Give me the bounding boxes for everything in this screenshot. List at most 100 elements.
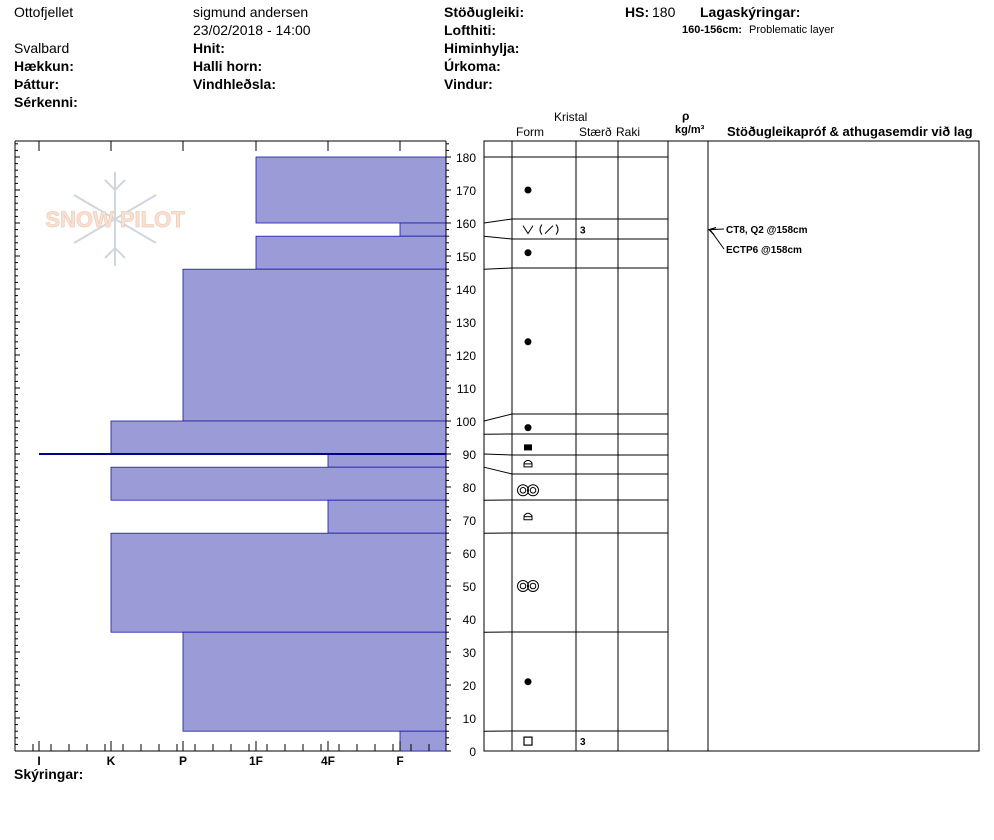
depth-tick-label: 10 xyxy=(463,712,477,726)
layer-notes-label: Lagaskýringar: xyxy=(700,4,801,20)
tests-header: Stöðugleikapróf & athugasemdir við lag xyxy=(727,124,973,139)
depth-tick-label: 170 xyxy=(456,184,476,198)
hardness-bar xyxy=(327,499,447,534)
rounded-grain-symbol xyxy=(524,186,532,194)
depth-tick-label: 80 xyxy=(463,481,477,495)
notes-label: Skýringar: xyxy=(14,766,84,782)
snowflake-icon xyxy=(73,172,157,266)
hardness-bar xyxy=(110,466,447,501)
hs-value: 180 xyxy=(652,4,676,20)
test-arrowhead xyxy=(708,227,717,235)
depth-tick-label: 150 xyxy=(456,250,476,264)
depth-tick-label: 90 xyxy=(463,448,477,462)
depth-tick-label: 40 xyxy=(463,613,477,627)
depth-hoar-symbol xyxy=(522,225,534,235)
melt-form-outer xyxy=(527,484,539,497)
hardness-tick-label: K xyxy=(107,754,116,768)
layer-table xyxy=(483,140,980,752)
features-label: Sérkenni: xyxy=(14,94,78,110)
elevation-label: Hækkun: xyxy=(14,58,74,74)
depth-tick-label: 70 xyxy=(463,514,477,528)
facet-square-symbol xyxy=(523,736,533,746)
hardness-tick-label: P xyxy=(179,754,187,768)
observer: sigmund andersen xyxy=(193,4,309,20)
rounded-grain-symbol xyxy=(524,424,532,432)
location: Ottofjellet xyxy=(14,4,74,20)
size-header: Stærð xyxy=(579,125,612,139)
lens-symbol xyxy=(523,459,533,468)
layer-boundary xyxy=(483,466,668,475)
paren-right xyxy=(555,224,559,235)
stability-label: Stöðugleiki: xyxy=(444,4,525,20)
layer-boundary xyxy=(483,453,668,456)
coords-label: Hnit: xyxy=(193,40,225,56)
hardness-bar xyxy=(255,235,447,270)
layer-boundary xyxy=(483,413,668,422)
hardness-tick-label: 1F xyxy=(249,754,263,768)
hs-label: HS: xyxy=(625,4,650,20)
depth-tick-label: 100 xyxy=(456,415,476,429)
melt-form-outer xyxy=(517,580,529,592)
depth-tick-label: 30 xyxy=(463,646,477,660)
hardness-bar xyxy=(399,222,447,237)
layer-boundary xyxy=(483,267,668,270)
hardness-tick-label: F xyxy=(396,754,403,768)
melt-form-inner xyxy=(529,582,537,590)
logo-text: SNOW PILOT xyxy=(45,207,185,232)
grain-size-label: 3 xyxy=(580,226,586,237)
stability-test-label: CT8, Q2 @158cm xyxy=(726,225,808,236)
hardness-bar xyxy=(182,631,447,732)
melt-form-inner xyxy=(519,582,527,590)
rounded-grain-symbol xyxy=(524,338,532,346)
moisture-header: Raki xyxy=(616,125,641,139)
stability-test-label: ECTP6 @158cm xyxy=(726,245,802,256)
region: Svalbard xyxy=(14,40,70,56)
depth-tick-label: 110 xyxy=(457,382,476,396)
hardness-bar xyxy=(255,156,447,224)
layer-note-text: Problematic layer xyxy=(749,24,834,36)
hardness-bar xyxy=(110,532,447,633)
grain-size-label: 3 xyxy=(580,737,586,748)
density-unit: kg/m³ xyxy=(675,124,705,136)
hardness-bar xyxy=(182,268,447,422)
hardness-bar xyxy=(399,730,447,752)
melt-form-inner xyxy=(519,487,527,494)
datetime: 23/02/2018 - 14:00 xyxy=(193,22,311,38)
facet-slash xyxy=(544,225,554,234)
depth-tick-label: 20 xyxy=(463,679,477,693)
snowpilot-logo: SNOW PILOT xyxy=(45,172,186,266)
slope-label: Halli horn: xyxy=(193,58,263,74)
layer-boundary xyxy=(483,218,668,224)
rho-header: ρ xyxy=(682,109,690,123)
depth-tick-label: 50 xyxy=(463,580,477,594)
depth-tick-label: 0 xyxy=(469,745,476,759)
depth-tick-label: 120 xyxy=(456,349,476,363)
hardness-bar xyxy=(327,453,447,468)
melt-form-outer xyxy=(527,580,539,592)
hardness-tick-label: 4F xyxy=(321,754,335,768)
layer-boundary xyxy=(483,235,668,240)
rounded-grain-symbol xyxy=(524,249,532,257)
solid-square-symbol xyxy=(524,444,532,451)
depth-tick-label: 160 xyxy=(456,217,476,231)
aspect-label: Þáttur: xyxy=(14,76,60,92)
depth-tick-label: 180 xyxy=(456,151,476,165)
depth-tick-label: 140 xyxy=(456,283,476,297)
test-pointer xyxy=(709,228,725,231)
rounded-grain-symbol xyxy=(524,678,532,686)
depth-tick-label: 130 xyxy=(456,316,476,330)
hardness-tick-label: I xyxy=(37,754,40,768)
wind-loading-label: Vindhleðsla: xyxy=(193,76,276,92)
melt-form-inner xyxy=(529,487,537,494)
wind-label: Vindur: xyxy=(444,76,493,92)
paren-left xyxy=(539,224,543,235)
lens-symbol xyxy=(523,512,533,521)
hardness-bar xyxy=(110,420,447,455)
precip-label: Úrkoma: xyxy=(444,58,501,74)
sky-label: Himinhylja: xyxy=(444,40,520,56)
air-temp-label: Lofthiti: xyxy=(444,22,497,38)
melt-form-outer xyxy=(517,484,529,497)
depth-tick-label: 60 xyxy=(463,547,477,561)
layer-note-range: 160-156cm: xyxy=(682,24,742,36)
